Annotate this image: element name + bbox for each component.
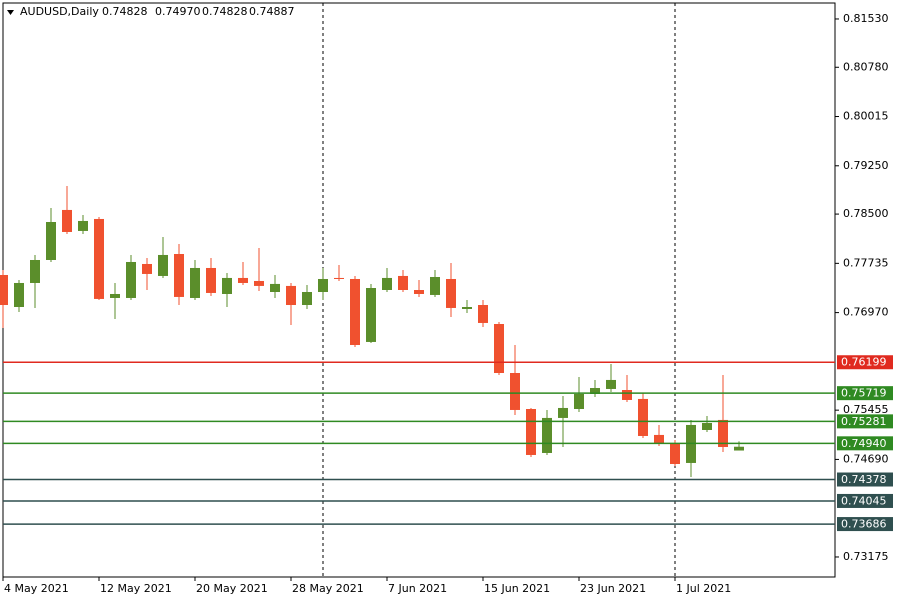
candle-body — [590, 388, 600, 394]
y-tick-label: 0.74690 — [843, 452, 889, 465]
candle-body — [302, 291, 312, 306]
x-tick-label: 28 May 2021 — [292, 582, 364, 595]
candle-body — [142, 263, 152, 274]
candle-body — [14, 282, 24, 307]
candle-body — [78, 220, 88, 231]
candle-body — [286, 285, 296, 306]
candle-body — [734, 446, 744, 451]
y-tick-label: 0.79250 — [843, 159, 889, 172]
y-tick-label: 0.78500 — [843, 207, 889, 220]
candle-body — [238, 277, 248, 283]
candle-body — [0, 274, 8, 306]
x-tick-label: 1 Jul 2021 — [676, 582, 731, 595]
level-label-box — [837, 517, 893, 532]
candle-body — [254, 280, 264, 286]
candle-body — [318, 278, 328, 292]
candle-body — [30, 259, 40, 283]
candle-body — [334, 277, 344, 279]
candle-body — [206, 267, 216, 293]
y-tick-label: 0.76970 — [843, 306, 889, 319]
level-label: 0.75281 — [841, 415, 887, 428]
y-tick-label: 0.80780 — [843, 60, 889, 73]
candle-body — [350, 278, 360, 345]
candle-body — [110, 293, 120, 298]
candle-body — [398, 275, 408, 290]
level-label-box — [837, 386, 893, 401]
marks — [0, 185, 744, 477]
candle-body — [510, 373, 520, 410]
x-tick-label: 7 Jun 2021 — [388, 582, 447, 595]
x-tick-label: 12 May 2021 — [100, 582, 172, 595]
candle-body — [622, 390, 632, 400]
level-label: 0.73686 — [841, 518, 887, 531]
chart-title: AUDUSD,Daily — [20, 5, 99, 18]
candle-body — [446, 278, 456, 308]
low-label: 0.74828 — [202, 5, 248, 18]
candle-body — [94, 218, 104, 299]
candle-body — [270, 283, 280, 292]
y-tick-label: 0.75455 — [843, 403, 889, 416]
candle-body — [526, 408, 536, 455]
candle-body — [222, 277, 232, 294]
level-label-box — [837, 436, 893, 451]
candle-body — [174, 254, 184, 297]
x-tick-label: 15 Jun 2021 — [484, 582, 550, 595]
high-label: 0.74970 — [155, 5, 201, 18]
candle-body — [46, 222, 56, 260]
candle-body — [638, 398, 648, 436]
candle-body — [190, 267, 200, 298]
candle-body — [430, 276, 440, 295]
candle-body — [478, 305, 488, 323]
level-label-box — [837, 472, 893, 487]
level-label: 0.74940 — [841, 437, 887, 450]
y-tick-label: 0.73175 — [843, 550, 889, 563]
candle-body — [718, 419, 728, 447]
candle-body — [558, 407, 568, 418]
close-label: 0.74887 — [249, 5, 295, 18]
candle-body — [494, 323, 504, 374]
level-label: 0.76199 — [841, 356, 887, 369]
candle-body — [414, 290, 424, 294]
level-label-box — [837, 414, 893, 429]
candle-body — [542, 417, 552, 453]
y-tick-label: 0.80015 — [843, 110, 889, 123]
candle-body — [670, 442, 680, 464]
y-tick-label: 0.81530 — [843, 12, 889, 25]
level-label: 0.74378 — [841, 473, 887, 486]
level-label-box — [837, 493, 893, 508]
open-label: 0.74828 — [102, 5, 148, 18]
candle-body — [462, 306, 472, 309]
candle-body — [158, 254, 168, 276]
candle-body — [62, 209, 72, 232]
x-tick-label: 20 May 2021 — [196, 582, 268, 595]
candle-body — [702, 422, 712, 430]
menu-triangle — [7, 10, 14, 15]
candle-body — [606, 379, 616, 389]
x-tick-label: 23 Jun 2021 — [580, 582, 646, 595]
x-tick-label: 4 May 2021 — [4, 582, 69, 595]
candle-body — [126, 261, 136, 298]
candle-body — [574, 393, 584, 409]
candle-body — [654, 434, 664, 443]
candle-body — [366, 288, 376, 342]
level-label-box — [837, 355, 893, 370]
level-label: 0.75719 — [841, 387, 887, 400]
y-tick-label: 0.77735 — [843, 256, 889, 269]
candle-body — [382, 277, 392, 290]
level-label: 0.74045 — [841, 494, 887, 507]
